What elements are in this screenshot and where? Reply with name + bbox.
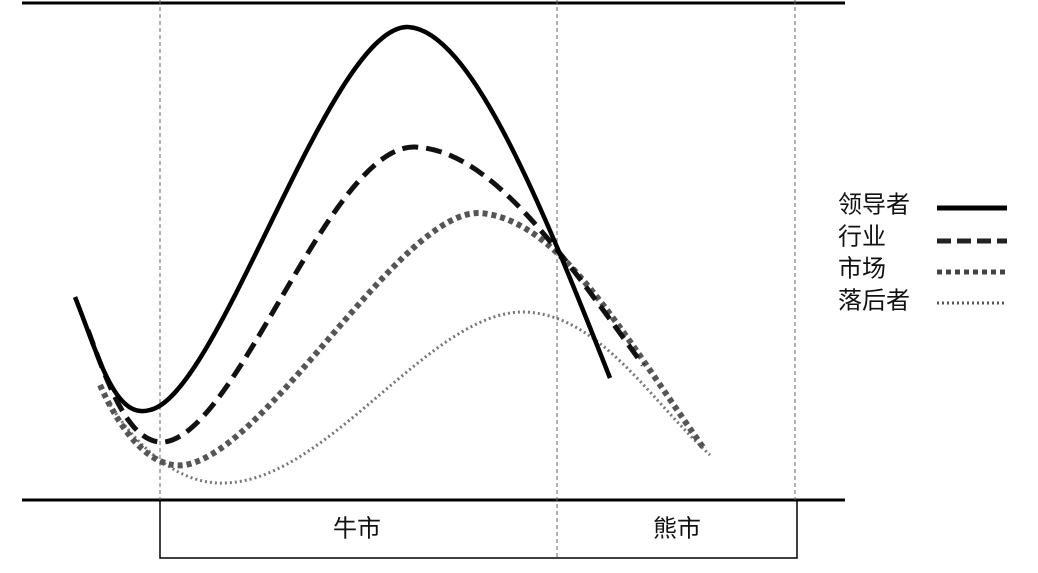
market-curve — [97, 209, 708, 469]
legend-label: 市场 — [838, 255, 886, 283]
industry-curve — [85, 144, 646, 445]
laggard-curve — [108, 310, 712, 485]
leader-curve — [72, 24, 613, 414]
legend-label: 领导者 — [838, 191, 910, 219]
legend-label: 行业 — [838, 223, 886, 251]
phase-label: 熊市 — [653, 515, 701, 543]
phase-box — [159, 500, 798, 559]
legend-label: 落后者 — [838, 287, 910, 315]
phase-label: 牛市 — [333, 515, 381, 543]
